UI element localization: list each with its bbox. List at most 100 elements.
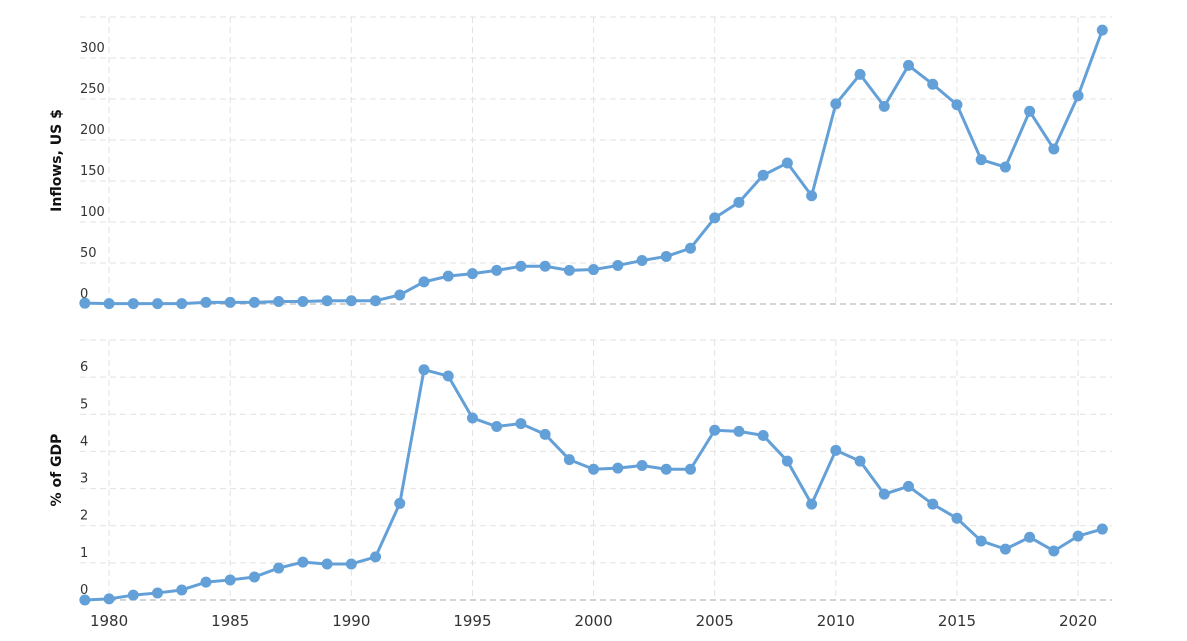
y-tick-label: 300 [80,41,105,56]
data-point [539,428,551,440]
data-point [152,298,164,310]
data-point [491,421,503,433]
data-point [321,558,333,570]
data-point [781,455,793,467]
data-point [176,298,188,310]
data-point [176,584,188,596]
x-tick-label: 2010 [817,612,855,630]
data-point [515,260,527,272]
y-tick-label: 250 [80,82,105,97]
y-axis-title: Inflows, US $ [49,109,65,212]
data-point [588,264,600,276]
data-point [370,295,382,307]
data-point [806,498,818,510]
y-tick-label: 0 [80,287,88,302]
data-point [733,196,745,208]
data-point [733,425,745,437]
y-tick-label: 5 [80,397,88,412]
x-tick-label: 2005 [696,612,734,630]
data-point [878,488,890,500]
data-point [1048,545,1060,557]
y-tick-label: 2 [80,509,88,524]
data-point [273,562,285,574]
data-point [636,460,648,472]
data-point [612,462,624,474]
data-point [999,543,1011,555]
data-point [152,587,164,599]
y-tick-label: 100 [80,205,105,220]
data-point [103,298,115,310]
data-point [830,444,842,456]
data-point [684,242,696,254]
data-point [297,296,309,308]
data-point [345,558,357,570]
data-point [466,268,478,280]
data-point [806,190,818,202]
y-tick-label: 150 [80,164,105,179]
data-point [684,463,696,475]
data-point [612,259,624,271]
data-point [1024,105,1036,117]
y-axis-title: % of GDP [49,434,65,507]
x-tick-label: 2015 [938,612,976,630]
y-tick-label: 3 [80,472,88,487]
data-point [273,296,285,308]
y-tick-label: 200 [80,123,105,138]
data-point [103,593,115,605]
data-point [127,298,139,310]
data-point [975,154,987,166]
data-point [539,260,551,272]
data-point [636,255,648,267]
data-point [854,68,866,80]
data-point [830,98,842,110]
data-point [418,364,430,376]
data-point [854,455,866,467]
data-point [951,512,963,524]
data-point [200,296,212,308]
data-point [878,100,890,112]
data-point [709,212,721,224]
data-point [394,497,406,509]
data-point [127,589,139,601]
data-point [442,270,454,282]
data-point [660,463,672,475]
y-tick-label: 4 [80,434,88,449]
data-point [466,412,478,424]
data-point [757,169,769,181]
data-point [370,551,382,563]
data-point [1072,530,1084,542]
data-point [297,556,309,568]
data-point [951,99,963,111]
data-point [1024,531,1036,543]
data-point [903,59,915,71]
x-tick-label: 2020 [1059,612,1097,630]
data-point [345,295,357,307]
x-tick-label: 2000 [574,612,612,630]
x-tick-label: 1985 [211,612,249,630]
data-point [491,264,503,276]
x-tick-label: 1990 [332,612,370,630]
data-point [224,574,236,586]
data-point [999,161,1011,173]
y-tick-label: 6 [80,360,88,375]
data-point [248,571,260,583]
data-point [927,78,939,90]
data-point [1048,143,1060,155]
data-point [515,418,527,430]
data-point [1096,523,1108,535]
data-point [709,424,721,436]
data-point [975,535,987,547]
data-point [442,370,454,382]
data-point [757,429,769,441]
data-point [79,297,91,309]
data-point [321,295,333,307]
data-point [660,250,672,262]
data-point [248,296,260,308]
data-point [927,498,939,510]
y-tick-label: 1 [80,546,88,561]
data-point [781,157,793,169]
data-point [563,264,575,276]
y-tick-label: 0 [80,583,88,598]
data-point [588,463,600,475]
